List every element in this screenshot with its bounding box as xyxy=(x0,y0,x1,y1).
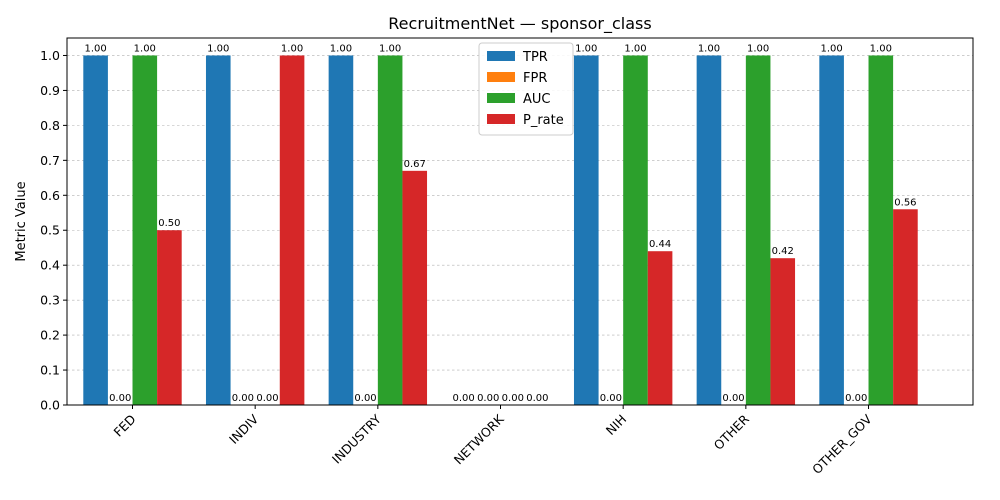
data-label: 0.56 xyxy=(894,197,916,208)
y-tick-label: 0.8 xyxy=(40,118,60,133)
bar-tpr-industry xyxy=(328,55,354,405)
data-label: 0.00 xyxy=(354,393,376,404)
data-label: 1.00 xyxy=(207,43,229,54)
y-tick-label: 0.6 xyxy=(40,188,60,203)
bar-p_rate-indiv xyxy=(279,55,305,405)
data-label: 1.00 xyxy=(870,43,892,54)
legend-swatch-p_rate xyxy=(487,114,515,124)
bar-p_rate-industry xyxy=(402,170,428,405)
chart-title: RecruitmentNet — sponsor_class xyxy=(388,14,651,34)
data-label: 1.00 xyxy=(281,43,303,54)
data-label: 1.00 xyxy=(330,43,352,54)
data-label: 0.00 xyxy=(256,393,278,404)
data-label: 0.00 xyxy=(109,393,131,404)
data-label: 1.00 xyxy=(624,43,646,54)
bar-p_rate-other_gov xyxy=(893,209,918,405)
y-tick-label: 0.7 xyxy=(40,153,60,168)
bar-tpr-fed xyxy=(83,55,108,405)
data-label: 1.00 xyxy=(820,43,842,54)
data-label: 0.50 xyxy=(158,218,180,229)
data-label: 1.00 xyxy=(379,43,401,54)
legend-label: TPR xyxy=(522,50,548,65)
data-label: 1.00 xyxy=(698,43,720,54)
data-label-layer: 1.000.001.000.501.000.00 0.001.00 1.000.00… xyxy=(84,43,916,404)
bar-tpr-other xyxy=(696,55,722,405)
y-axis-title: Metric Value xyxy=(14,181,29,261)
data-label: 0.00 xyxy=(232,393,254,404)
legend-label: FPR xyxy=(523,71,547,86)
y-tick-label: 0.5 xyxy=(40,223,60,238)
data-label: 1.00 xyxy=(747,43,769,54)
bar-p_rate-nih xyxy=(647,251,673,405)
data-label: 0.00 xyxy=(722,393,744,404)
bar-tpr-nih xyxy=(573,55,599,405)
bar-tpr-other_gov xyxy=(819,55,844,405)
data-label: 0.00 xyxy=(845,393,867,404)
bar-auc-other_gov xyxy=(868,55,894,405)
y-tick-label: 0.3 xyxy=(40,293,60,308)
data-label: 1.00 xyxy=(575,43,597,54)
legend-swatch-fpr xyxy=(487,72,515,82)
bar-auc-fed xyxy=(132,55,158,405)
data-label: 0.42 xyxy=(772,246,794,257)
bar-p_rate-other xyxy=(770,258,796,405)
bar-layer xyxy=(83,55,918,405)
legend-swatch-auc xyxy=(487,93,515,103)
data-label: 0.00 xyxy=(526,393,548,404)
y-tick-label: 0.1 xyxy=(40,363,60,378)
plot-frame xyxy=(66,37,974,406)
y-tick-label: 0.9 xyxy=(40,83,60,98)
bar-auc-nih xyxy=(623,55,648,405)
y-tick-label: 1.0 xyxy=(40,48,60,63)
legend-swatch-tpr xyxy=(487,51,515,61)
bar-tpr-indiv xyxy=(205,55,231,405)
data-label: 0.44 xyxy=(649,239,671,250)
data-label: 0.00 xyxy=(452,393,474,404)
legend-box xyxy=(478,42,574,136)
data-label: 0.00 xyxy=(600,393,622,404)
legend: TPR FPR AUC P_rate xyxy=(478,42,574,136)
data-label: 0.00 xyxy=(477,393,499,404)
data-label: 1.00 xyxy=(84,43,106,54)
data-label: 0.00 xyxy=(502,393,524,404)
y-tick-label: 0.0 xyxy=(40,398,60,413)
legend-label: AUC xyxy=(523,92,551,107)
bar-auc-industry xyxy=(377,55,403,405)
bar-auc-other xyxy=(745,55,771,405)
legend-label: P_rate xyxy=(523,113,564,128)
y-tick-label: 0.2 xyxy=(40,328,60,343)
data-label: 0.67 xyxy=(404,159,426,170)
bar-p_rate-fed xyxy=(157,230,182,405)
y-tick-label: 0.4 xyxy=(40,258,60,273)
data-label: 1.00 xyxy=(134,43,156,54)
